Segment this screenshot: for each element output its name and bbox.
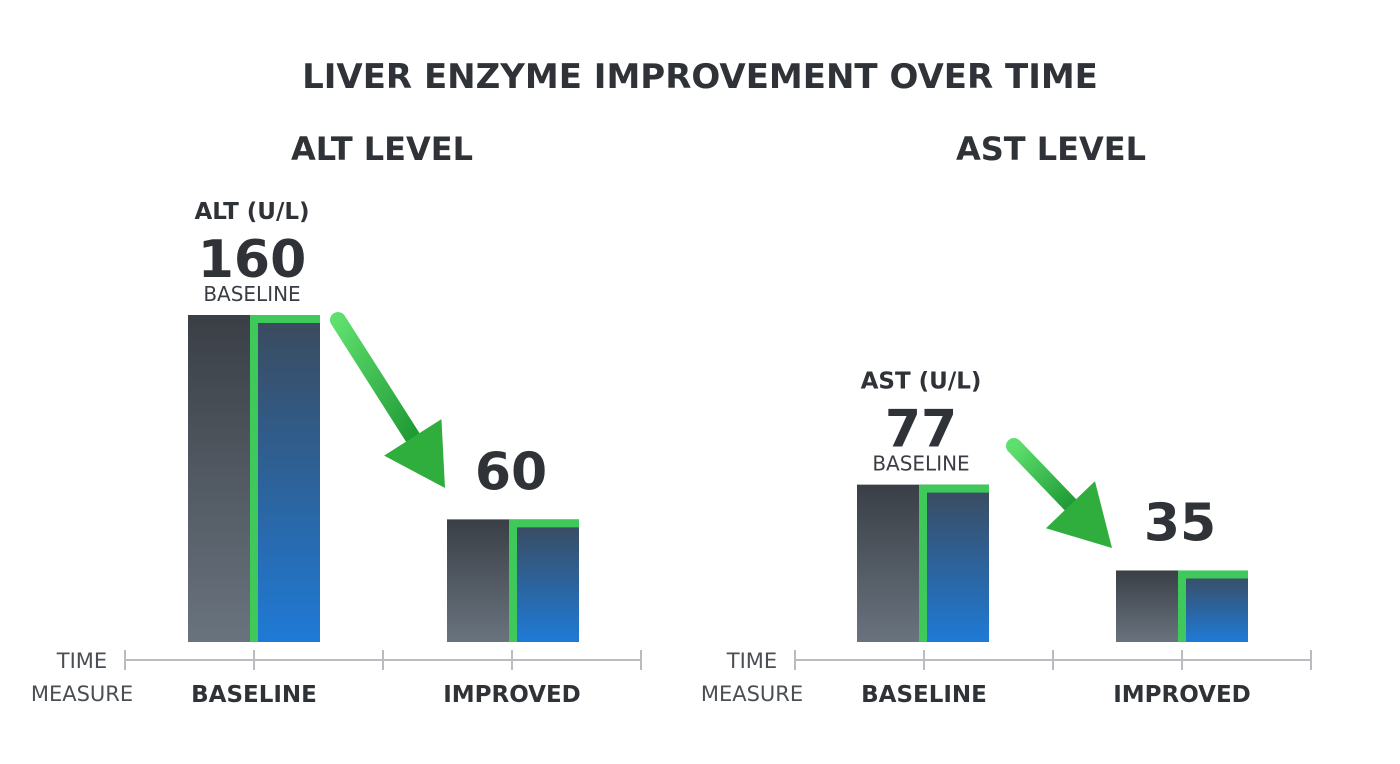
trend-arrow-head — [1045, 481, 1112, 548]
axis-title-time: TIME — [56, 649, 107, 673]
bar-accent-improved — [1178, 570, 1248, 642]
tick-label-improved: IMPROVED — [1113, 682, 1251, 708]
axis-title-measure: MEASURE — [31, 682, 133, 706]
data-label-baseline: 77 — [885, 400, 957, 460]
bar-accent-baseline — [919, 484, 989, 642]
trend-arrow-shaft — [1006, 438, 1079, 513]
bar-baseline-blue — [919, 484, 989, 642]
tick-label-baseline: BASELINE — [191, 682, 317, 708]
unit-label: ALT (U/L) — [194, 199, 309, 225]
bar-improved-dark — [1116, 570, 1178, 642]
bar-baseline-dark — [188, 315, 250, 642]
bar-baseline-blue — [250, 315, 320, 642]
bar-improved-blue — [1178, 570, 1248, 642]
bar-improved-blue — [509, 519, 579, 642]
tick-label-baseline: BASELINE — [861, 682, 987, 708]
bar-improved-dark — [447, 519, 509, 642]
axis-title-measure: MEASURE — [701, 682, 803, 706]
bar-accent-improved — [509, 519, 579, 642]
bar-accent-baseline — [250, 315, 320, 642]
data-label-improved: 60 — [475, 442, 547, 502]
baseline-note: BASELINE — [203, 282, 300, 306]
data-label-improved: 35 — [1144, 493, 1216, 553]
panel-title: ALT LEVEL — [291, 130, 473, 168]
bar-baseline-dark — [857, 484, 919, 642]
trend-arrow-shaft — [330, 312, 421, 446]
data-label-baseline: 160 — [198, 230, 307, 290]
trend-arrow-head — [384, 419, 445, 488]
tick-label-improved: IMPROVED — [443, 682, 581, 708]
chart-title: LIVER ENZYME IMPROVEMENT OVER TIME — [302, 57, 1098, 97]
baseline-note: BASELINE — [872, 452, 969, 476]
unit-label: AST (U/L) — [861, 369, 982, 395]
panel-title: AST LEVEL — [956, 130, 1146, 168]
axis-title-time: TIME — [726, 649, 777, 673]
